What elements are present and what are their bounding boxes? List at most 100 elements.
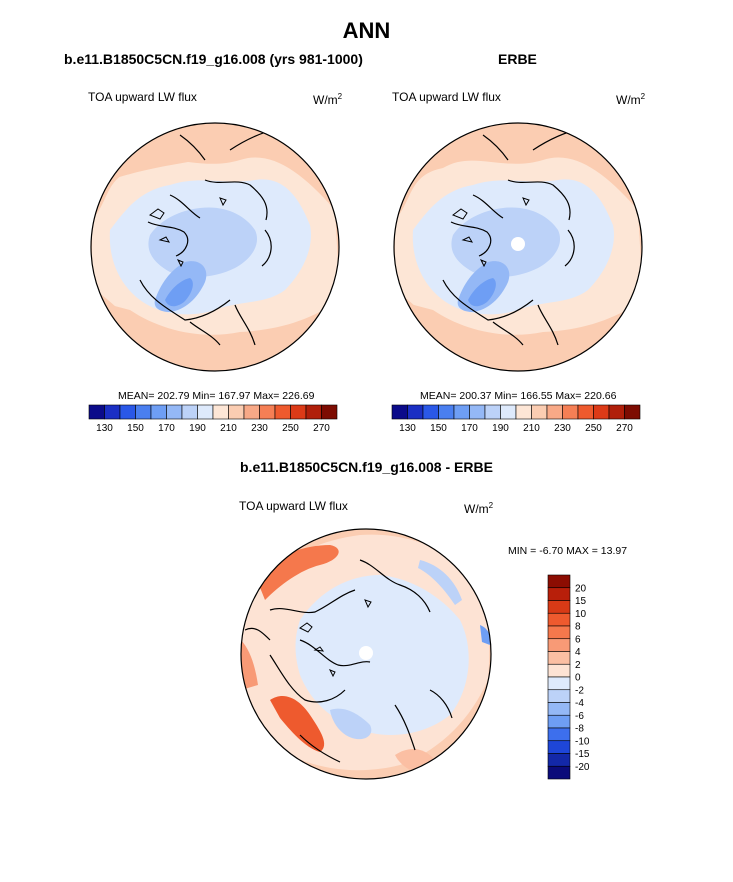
diff-colorbar-tick-label: -6 — [575, 711, 584, 722]
model-colorbar-swatch — [243, 404, 260, 420]
diff-colorbar-tick-label: 8 — [575, 622, 581, 633]
diff-colorbar-swatch — [547, 625, 571, 640]
obs-colorbar-swatch — [515, 404, 532, 420]
obs-colorbar-swatch — [453, 404, 470, 420]
obs-panel-title: ERBE — [498, 51, 537, 67]
model-colorbar-tick-label: 170 — [158, 423, 175, 434]
obs-colorbar-tick-label: 230 — [554, 423, 571, 434]
diff-colorbar-swatch — [547, 702, 571, 716]
model-colorbar-tick-label: 230 — [251, 423, 268, 434]
diff-colorbar-tick-label: 2 — [575, 660, 581, 671]
diff-colorbar-swatch — [547, 587, 571, 601]
diff-colorbar-tick-label: 10 — [575, 609, 587, 620]
obs-colorbar-swatch — [422, 404, 439, 420]
obs-colorbar-tick-label: 250 — [585, 423, 602, 434]
obs-units-exp: 2 — [640, 92, 646, 101]
model-colorbar-swatch — [88, 404, 105, 420]
diff-field-label: TOA upward LW flux — [239, 499, 348, 513]
model-field-label: TOA upward LW flux — [88, 90, 197, 104]
obs-colorbar-swatch — [407, 404, 424, 420]
obs-colorbar-swatch — [531, 404, 548, 420]
obs-map-fill — [394, 123, 642, 371]
obs-colorbar-swatch — [438, 404, 455, 420]
model-colorbar-tick-label: 250 — [282, 423, 299, 434]
diff-colorbar-swatch — [547, 600, 571, 614]
model-colorbar-swatch — [274, 404, 291, 420]
model-map-outline — [90, 122, 340, 372]
obs-map-outline — [393, 122, 643, 372]
model-colorbar-tick-label: 270 — [313, 423, 330, 434]
obs-colorbar-tick-label: 210 — [523, 423, 540, 434]
model-colorbar-swatch — [305, 404, 322, 420]
diff-colorbar-tick-label: -2 — [575, 685, 584, 696]
diff-colorbar-swatch — [547, 740, 571, 754]
obs-colorbar-swatch — [562, 404, 579, 420]
model-colorbar-swatch — [290, 404, 307, 420]
diff-colorbar-tick-label: 4 — [575, 647, 581, 658]
model-colorbar-swatch — [166, 404, 183, 420]
diff-colorbar-tick-label: 15 — [575, 596, 587, 607]
obs-colorbar-swatch — [624, 404, 641, 420]
diff-units-base: W/m — [464, 502, 489, 516]
obs-colorbar-tick-label: 130 — [399, 423, 416, 434]
figure-title: ANN — [342, 18, 391, 43]
obs-colorbar-swatch — [546, 404, 563, 420]
obs-stats: MEAN= 200.37 Min= 166.55 Max= 220.66 — [420, 390, 617, 402]
diff-colorbar-swatch — [547, 574, 571, 589]
model-colorbar-swatch — [119, 404, 136, 420]
model-colorbar-swatch — [104, 404, 121, 420]
diff-stats: MIN = -6.70 MAX = 13.97 — [508, 545, 628, 557]
diff-units-exp: 2 — [488, 501, 494, 510]
model-stats: MEAN= 202.79 Min= 167.97 Max= 226.69 — [118, 390, 315, 402]
model-units: W/m2 — [313, 92, 342, 107]
model-colorbar-swatch — [259, 404, 276, 420]
obs-colorbar-swatch — [391, 404, 408, 420]
diff-colorbar-swatch — [547, 753, 571, 767]
obs-colorbar-swatch — [608, 404, 625, 420]
diff-colorbar-swatch — [547, 689, 571, 703]
diff-colorbar-swatch — [547, 651, 571, 665]
diff-colorbar-tick-label: 6 — [575, 634, 581, 645]
model-colorbar-tick-label: 130 — [96, 423, 113, 434]
diff-colorbar-tick-label: -20 — [575, 762, 590, 773]
obs-colorbar-swatch — [577, 404, 594, 420]
model-units-base: W/m — [313, 93, 338, 107]
model-colorbar-swatch — [228, 404, 245, 420]
diff-colorbar-swatch — [547, 727, 571, 742]
model-units-exp: 2 — [337, 92, 343, 101]
obs-colorbar-tick-label: 270 — [616, 423, 633, 434]
model-colorbar-tick-label: 150 — [127, 423, 144, 434]
diff-colorbar-swatch — [547, 676, 571, 691]
diff-colorbar-tick-label: -10 — [575, 736, 590, 747]
obs-colorbar-tick-label: 150 — [430, 423, 447, 434]
diff-map-fill — [241, 529, 491, 779]
diff-colorbar-tick-label: -4 — [575, 698, 584, 709]
obs-units-base: W/m — [616, 93, 641, 107]
diff-colorbar-tick-label: 0 — [575, 673, 581, 684]
obs-colorbar-swatch — [484, 404, 501, 420]
model-map-fill — [91, 123, 339, 371]
diff-colorbar-swatch — [547, 638, 571, 652]
diff-colorbar-tick-label: 20 — [575, 583, 587, 594]
obs-colorbar: 130 150 170 190 210 230 250 270 — [391, 404, 641, 434]
diff-map-missing-pole — [359, 646, 373, 660]
diff-panel-title: b.e11.B1850C5CN.f19_g16.008 - ERBE — [240, 459, 493, 475]
model-colorbar-tick-label: 210 — [220, 423, 237, 434]
model-colorbar: 130 150 170 190 210 230 250 270 — [88, 404, 338, 434]
model-colorbar-swatch — [135, 404, 152, 420]
diff-units: W/m2 — [464, 501, 493, 516]
obs-colorbar-tick-label: 170 — [461, 423, 478, 434]
model-panel-title: b.e11.B1850C5CN.f19_g16.008 (yrs 981-100… — [64, 51, 363, 67]
obs-colorbar-swatch — [469, 404, 486, 420]
model-colorbar-swatch — [181, 404, 198, 420]
diff-colorbar-tick-label: -8 — [575, 724, 584, 735]
diff-colorbar-swatch — [547, 765, 571, 780]
diff-colorbar-swatch — [547, 714, 571, 729]
obs-colorbar-swatch — [500, 404, 517, 420]
diff-colorbar-swatch — [547, 663, 571, 678]
diff-map-outline — [240, 528, 492, 780]
diff-colorbar-tick-label: -15 — [575, 749, 590, 760]
obs-colorbar-swatch — [593, 404, 610, 420]
obs-colorbar-tick-label: 190 — [492, 423, 509, 434]
